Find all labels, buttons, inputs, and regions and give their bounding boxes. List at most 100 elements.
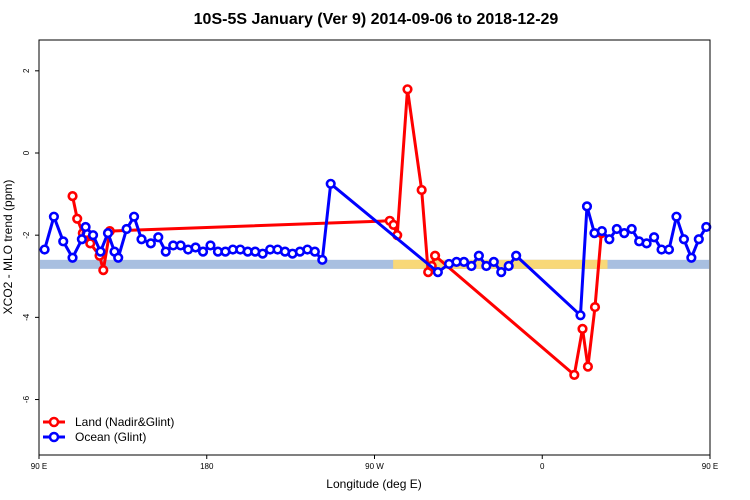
series-0-point (589, 301, 601, 313)
legend: Land (Nadir&Glint) Ocean (Glint) (43, 415, 174, 444)
series-1-point (466, 260, 477, 272)
series-1-point (317, 254, 328, 265)
x-axis: 90 E 180 90 W 0 90 E (31, 455, 718, 471)
x-tick-label: 0 (540, 462, 545, 471)
x-tick-label: 90 W (365, 462, 384, 471)
legend-ocean-label: Ocean (Glint) (75, 430, 146, 444)
series-1-point (136, 234, 147, 245)
series-0-segment (586, 305, 597, 369)
series-0-segment (395, 87, 409, 237)
series-1-point (626, 223, 637, 235)
series-1-point (160, 246, 171, 257)
series-1-point (511, 250, 522, 261)
series-1-point (663, 244, 675, 255)
series-1-segment (667, 215, 678, 252)
series-1-point (641, 238, 652, 249)
series-1-point (619, 228, 630, 239)
series-0-point (429, 250, 441, 261)
series-1-segment (43, 215, 56, 252)
background-band-0 (40, 259, 709, 269)
y-tick-label: -6 (22, 395, 31, 403)
y-tick-label: -4 (22, 313, 31, 321)
series-1-point (128, 211, 140, 222)
series-layer (39, 84, 712, 380)
series-1-point (309, 246, 320, 257)
legend-land-label: Land (Nadir&Glint) (75, 415, 174, 429)
y-tick-label: 2 (22, 68, 31, 73)
y-axis: 2 0 -2 -4 -6 (22, 68, 39, 403)
series-0 (67, 84, 607, 380)
series-1-point (205, 240, 216, 251)
series-1-segment (329, 182, 440, 274)
series-0-point (85, 238, 96, 249)
series-1-point (481, 260, 492, 272)
series-0-point (582, 361, 594, 372)
plot-frame (38, 39, 711, 456)
series-1-point (76, 234, 87, 245)
series-1-point (503, 260, 514, 272)
series-1-segment (578, 204, 589, 317)
y-tick-label: 0 (22, 150, 31, 155)
series-0-segment (420, 188, 430, 274)
series-1-point (39, 244, 50, 255)
series-1-point (604, 234, 615, 245)
legend-land-marker (48, 416, 60, 428)
series-0-point (67, 191, 78, 202)
series-1-point (488, 256, 499, 267)
x-tick-label: 90 E (31, 462, 47, 471)
series-1-point (87, 230, 99, 241)
series-1 (39, 178, 712, 321)
x-axis-label: Longitude (deg E) (326, 477, 421, 491)
series-1-point (458, 256, 470, 267)
series-1-point (102, 228, 114, 239)
background-band-1 (393, 259, 608, 269)
series-1-point (175, 240, 186, 251)
series-1-point (48, 211, 60, 222)
series-1-point (496, 267, 507, 278)
series-1-segment (320, 182, 333, 262)
series-1-point (581, 201, 593, 212)
series-1-point (678, 234, 690, 245)
background-bands (40, 259, 709, 269)
series-0-point (72, 213, 83, 224)
series-1-point (153, 232, 164, 243)
series-1-point (701, 221, 712, 233)
series-0-point (388, 219, 399, 231)
series-1-point (611, 223, 622, 235)
x-tick-label: 90 E (702, 462, 718, 471)
y-tick-label: -2 (22, 231, 31, 239)
series-1-point (648, 232, 660, 243)
series-1-point (473, 250, 484, 261)
series-0-point (569, 369, 580, 380)
series-1-point (190, 242, 201, 253)
series-1-point (432, 267, 443, 278)
series-1-point (67, 252, 78, 263)
series-0-segment (581, 327, 590, 369)
series-1-point (575, 310, 586, 321)
series-1-point (596, 225, 607, 237)
series-1-point (197, 246, 209, 257)
series-1-point (671, 211, 682, 222)
chart-title: 10S-5S January (Ver 9) 2014-09-06 to 201… (194, 11, 559, 28)
series-1-point (113, 252, 124, 263)
series-0-point (98, 264, 109, 276)
series-0-segment (108, 219, 392, 233)
series-0-point (577, 323, 588, 334)
series-1-point (58, 236, 69, 247)
series-1-point (257, 248, 268, 259)
y-axis-label: XCO2 - MLO trend (ppm) (1, 180, 15, 315)
legend-ocean-marker (48, 431, 60, 443)
series-1-point (80, 221, 91, 233)
series-0-point (416, 184, 427, 196)
series-0-segment (433, 254, 576, 377)
series-1-point (325, 178, 336, 189)
series-1-point (121, 223, 132, 235)
series-1-point (95, 246, 106, 257)
series-1-point (686, 252, 697, 263)
series-0-segment (593, 231, 603, 309)
series-1-point (693, 234, 704, 245)
series-1-point (145, 238, 156, 249)
x-tick-label: 180 (200, 462, 214, 471)
series-0-segment (405, 87, 424, 192)
